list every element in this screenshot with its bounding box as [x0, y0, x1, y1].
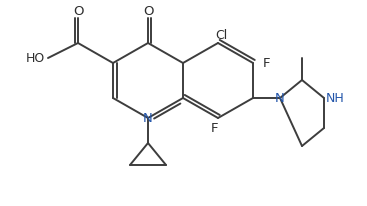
Text: Cl: Cl: [215, 28, 227, 41]
Text: F: F: [262, 56, 270, 69]
Text: O: O: [73, 5, 83, 18]
Text: F: F: [211, 122, 219, 135]
Text: N: N: [143, 111, 153, 124]
Text: HO: HO: [26, 52, 45, 64]
Text: NH: NH: [326, 91, 345, 104]
Text: O: O: [143, 5, 153, 18]
Text: N: N: [275, 91, 285, 104]
